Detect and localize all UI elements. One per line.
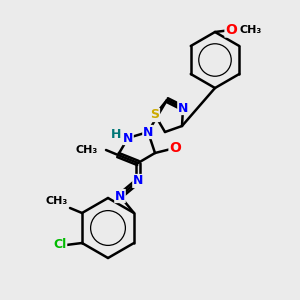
Text: N: N xyxy=(178,101,188,115)
Text: H: H xyxy=(111,128,121,140)
Text: N: N xyxy=(123,131,133,145)
Text: N: N xyxy=(143,125,153,139)
Text: S: S xyxy=(151,109,160,122)
Text: Cl: Cl xyxy=(53,238,67,251)
Text: O: O xyxy=(169,141,181,155)
Text: CH₃: CH₃ xyxy=(76,145,98,155)
Text: CH₃: CH₃ xyxy=(239,25,261,35)
Text: CH₃: CH₃ xyxy=(46,196,68,206)
Text: N: N xyxy=(133,175,143,188)
Text: O: O xyxy=(225,23,237,37)
Text: N: N xyxy=(115,190,125,202)
